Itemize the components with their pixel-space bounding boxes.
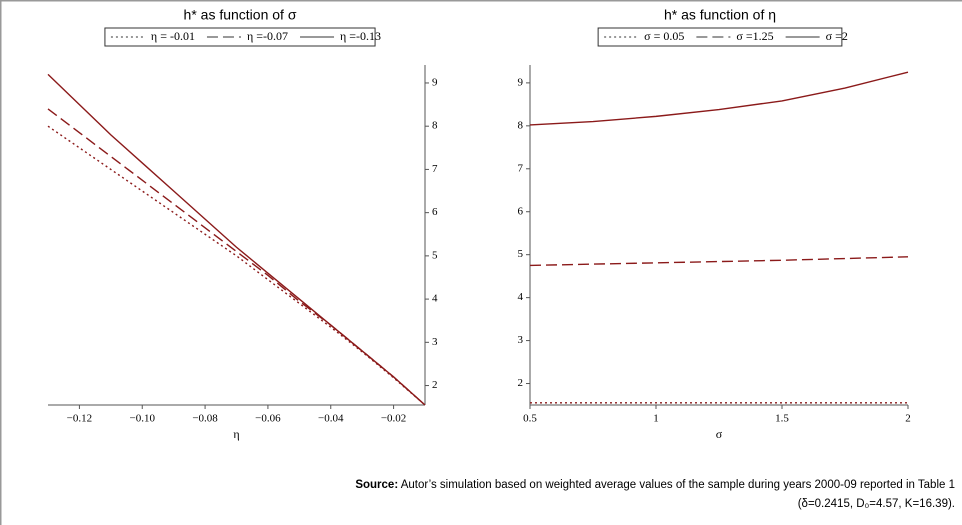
y-tick-label: 8 — [518, 119, 524, 131]
legend-label: η =-0.07 — [247, 29, 288, 43]
source-text: Autor’s simulation based on weighted ave… — [401, 479, 955, 491]
series-line — [47, 108, 426, 406]
series-line — [47, 125, 426, 406]
legend-label: σ =1.25 — [736, 29, 773, 43]
chart-title: h* as function of η — [664, 7, 776, 23]
x-tick-label: 1.5 — [775, 413, 789, 425]
legend-label: σ =2 — [826, 29, 848, 43]
source-label: Source: — [355, 479, 398, 491]
source-note: Source: Autor’s simulation based on weig… — [355, 479, 955, 491]
y-tick-label: 4 — [518, 291, 524, 303]
y-tick-label: 9 — [518, 76, 524, 88]
y-tick-label: 4 — [432, 293, 438, 305]
chart-title: h* as function of σ — [184, 7, 297, 23]
y-tick-label: 7 — [518, 162, 524, 174]
x-tick-label: 1 — [653, 413, 659, 425]
legend-box — [104, 27, 376, 47]
x-axis-label: σ — [716, 427, 723, 441]
x-axis-label: η — [233, 427, 239, 441]
legend-label: η =-0.13 — [340, 29, 381, 43]
legend-box — [597, 27, 843, 47]
y-tick-label: 8 — [432, 120, 438, 132]
x-tick-label: −0.08 — [192, 413, 218, 425]
legend: η = -0.01 η =-0.07 η =-0.13 — [104, 27, 381, 47]
series-line — [47, 73, 426, 406]
y-tick-label: 6 — [518, 205, 524, 217]
y-tick-label: 3 — [518, 334, 524, 346]
y-tick-label: 9 — [432, 76, 438, 88]
x-tick-label: 2 — [905, 413, 911, 425]
legend-label: σ = 0.05 — [644, 29, 684, 43]
x-tick-label: −0.10 — [130, 413, 156, 425]
y-tick-label: 7 — [432, 163, 438, 175]
series-line — [529, 71, 909, 126]
x-tick-label: −0.06 — [255, 413, 281, 425]
legend-label: η = -0.01 — [151, 29, 195, 43]
series-line — [529, 256, 909, 267]
x-tick-label: 0.5 — [523, 413, 537, 425]
y-tick-label: 5 — [518, 248, 524, 260]
x-tick-label: −0.02 — [381, 413, 406, 425]
legend: σ = 0.05 σ =1.25 σ =2 — [597, 27, 848, 47]
y-tick-label: 6 — [432, 206, 438, 218]
x-tick-label: −0.04 — [318, 413, 344, 425]
x-tick-label: −0.12 — [67, 413, 92, 425]
source-text: (δ=0.2415, D₀=4.57, K=16.39). — [798, 498, 955, 510]
y-tick-label: 2 — [432, 379, 438, 391]
y-tick-label: 2 — [518, 377, 524, 389]
y-tick-label: 3 — [432, 336, 438, 348]
y-tick-label: 5 — [432, 249, 438, 261]
